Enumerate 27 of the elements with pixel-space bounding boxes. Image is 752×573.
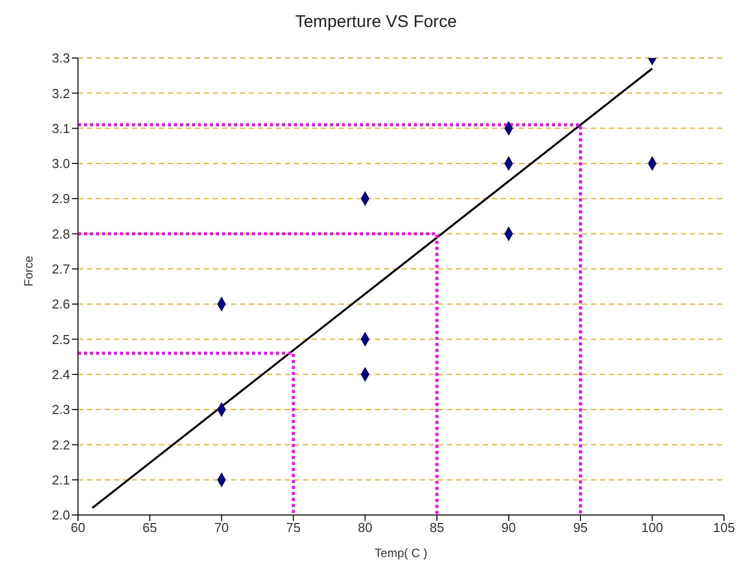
- y-tick-label: 2.8: [52, 226, 70, 242]
- y-tick-label: 3.0: [52, 156, 70, 172]
- x-tick-label: 80: [358, 520, 372, 536]
- y-tick-label: 2.5: [52, 332, 70, 347]
- x-tick-label: 105: [713, 520, 735, 536]
- y-tick-label: 2.4: [52, 367, 70, 382]
- y-tick-label: 2.9: [52, 191, 70, 206]
- x-tick-label: 75: [286, 520, 301, 536]
- y-tick-label: 2.0: [52, 508, 70, 523]
- x-tick-label: 65: [142, 520, 158, 536]
- y-axis-title: Force: [21, 256, 36, 286]
- y-tick-label: 3.2: [52, 86, 70, 101]
- x-tick-label: 95: [573, 520, 588, 536]
- y-tick-label: 2.7: [52, 262, 70, 277]
- x-tick-label: 100: [641, 520, 664, 536]
- x-tick-label: 70: [214, 520, 229, 536]
- y-tick-label: 2.2: [52, 437, 70, 452]
- y-tick-label: 3.3: [52, 50, 70, 66]
- x-tick-label: 85: [430, 520, 444, 536]
- y-tick-label: 3.1: [52, 120, 70, 136]
- x-tick-label: 90: [501, 520, 516, 536]
- y-tick-label: 2.6: [52, 296, 70, 312]
- x-axis-title: Temp( C ): [374, 546, 428, 560]
- x-tick-label: 60: [70, 520, 86, 536]
- chart-title: Temperture VS Force: [294, 11, 458, 33]
- y-tick-label: 2.1: [52, 472, 70, 488]
- y-tick-label: 2.3: [52, 402, 70, 418]
